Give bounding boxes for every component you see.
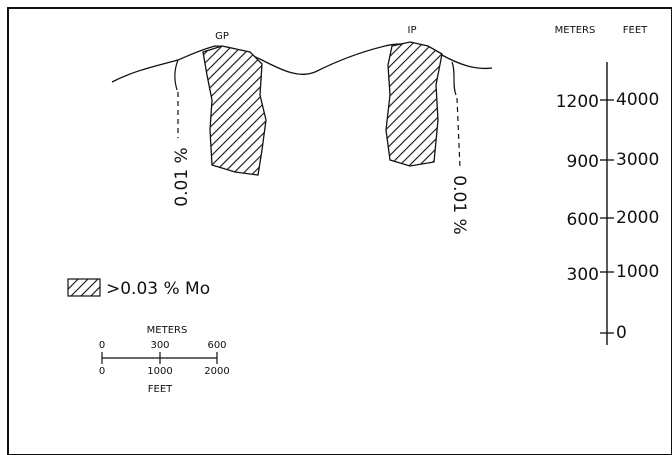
ore-body-ip xyxy=(386,42,442,166)
meters-label: 300 xyxy=(567,265,599,285)
feet-label: 2000 xyxy=(204,366,229,377)
label: GP xyxy=(215,31,229,42)
feet-label: 1000 xyxy=(616,262,659,282)
feet-label: 0 xyxy=(616,323,627,343)
legend-label: >0.03 % Mo xyxy=(106,279,210,299)
feet-label: 4000 xyxy=(616,90,659,110)
contour-label: 0.01 % xyxy=(172,147,192,206)
feet-label: 1000 xyxy=(147,366,172,377)
frame xyxy=(8,8,672,455)
label: IP xyxy=(408,25,417,36)
feet-label: 0 xyxy=(99,366,105,377)
meters-label: 600 xyxy=(567,210,599,230)
contour-label: 0.01 % xyxy=(449,175,469,234)
feet-label: 2000 xyxy=(616,208,659,228)
meters-label: 0 xyxy=(99,340,105,351)
scale-title: METERS xyxy=(555,25,596,36)
diagram: GP IP 0.01 % 0.01 % >0.03 % Mo METERS FE… xyxy=(0,0,672,455)
meters-label: 300 xyxy=(150,340,169,351)
legend-swatch xyxy=(68,279,100,296)
meters-label: 600 xyxy=(207,340,226,351)
meters-label: 900 xyxy=(567,152,599,172)
ore-body-gp xyxy=(203,46,266,175)
meters-label: 1200 xyxy=(556,92,599,112)
scale-title: METERS xyxy=(147,325,188,336)
feet-label: 3000 xyxy=(616,150,659,170)
scale-title: FEET xyxy=(623,25,648,36)
scale-title: FEET xyxy=(148,384,173,395)
